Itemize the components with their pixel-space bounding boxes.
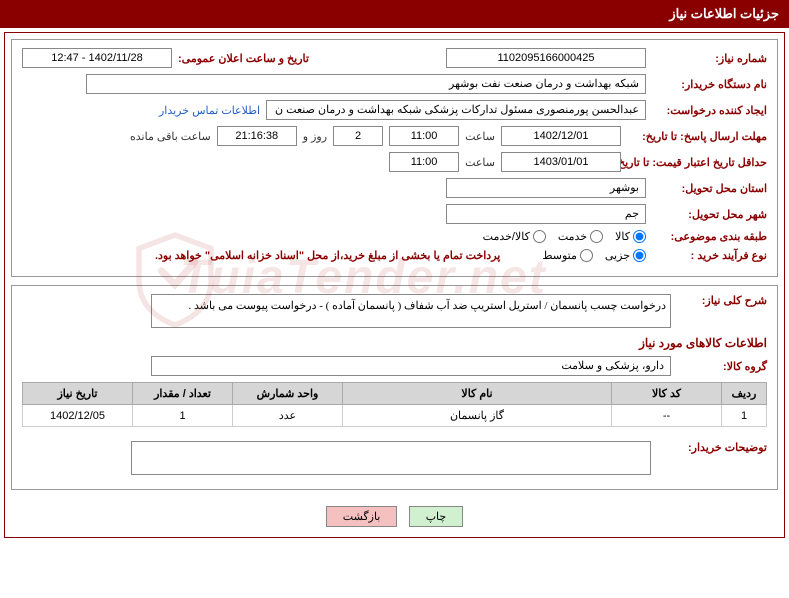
- time-label-1: ساعت: [465, 130, 495, 143]
- requester-field: عبدالحسن پورمنصوری مسئول تدارکات پزشکی ش…: [266, 100, 646, 120]
- category-radio-group: کالا خدمت کالا/خدمت: [483, 230, 646, 243]
- radio-medium-input[interactable]: [580, 249, 593, 262]
- radio-goods-input[interactable]: [633, 230, 646, 243]
- time-label-2: ساعت: [465, 156, 495, 169]
- panel-title: جزئیات اطلاعات نیاز: [669, 6, 779, 21]
- radio-service[interactable]: خدمت: [558, 230, 603, 243]
- announce-label: تاریخ و ساعت اعلان عمومی:: [178, 52, 309, 65]
- button-row: چاپ بازگشت: [11, 498, 778, 531]
- th-unit: واحد شمارش: [233, 383, 343, 405]
- group-field: دارو، پزشکی و سلامت: [151, 356, 671, 376]
- city-label: شهر محل تحویل:: [652, 208, 767, 221]
- print-button[interactable]: چاپ: [409, 506, 464, 527]
- payment-note: پرداخت تمام یا بخشی از مبلغ خرید،از محل …: [155, 249, 500, 262]
- contact-link[interactable]: اطلاعات تماس خریدار: [159, 104, 260, 117]
- table-row: 1 -- گاز پانسمان عدد 1 1402/12/05: [23, 405, 767, 427]
- need-number-field: 1102095166000425: [446, 48, 646, 68]
- requester-label: ایجاد کننده درخواست:: [652, 104, 767, 117]
- radio-both[interactable]: کالا/خدمت: [483, 230, 546, 243]
- validity-label: حداقل تاریخ اعتبار قیمت: تا تاریخ:: [627, 156, 767, 169]
- buyer-label: نام دستگاه خریدار:: [652, 78, 767, 91]
- panel-header: جزئیات اطلاعات نیاز: [0, 0, 789, 28]
- radio-both-input[interactable]: [533, 230, 546, 243]
- description-panel: شرح کلی نیاز: اطلاعات کالاهای مورد نیاز …: [11, 285, 778, 490]
- th-name: نام کالا: [343, 383, 612, 405]
- deadline-date-field: 1402/12/01: [501, 126, 621, 146]
- province-field: بوشهر: [446, 178, 646, 198]
- desc-title-label: شرح کلی نیاز:: [677, 294, 767, 307]
- validity-time-field: 11:00: [389, 152, 459, 172]
- category-label: طبقه بندی موضوعی:: [652, 230, 767, 243]
- province-label: استان محل تحویل:: [652, 182, 767, 195]
- goods-section-title: اطلاعات کالاهای مورد نیاز: [22, 336, 767, 350]
- buyer-notes-field[interactable]: [131, 441, 651, 475]
- deadline-time-field: 11:00: [389, 126, 459, 146]
- announce-field: 1402/11/28 - 12:47: [22, 48, 172, 68]
- radio-service-input[interactable]: [590, 230, 603, 243]
- cell-qty: 1: [133, 405, 233, 427]
- goods-table: ردیف کد کالا نام کالا واحد شمارش تعداد /…: [22, 382, 767, 427]
- radio-small[interactable]: جزیی: [605, 249, 646, 262]
- days-label: روز و: [303, 130, 327, 143]
- radio-small-input[interactable]: [633, 249, 646, 262]
- cell-name: گاز پانسمان: [343, 405, 612, 427]
- validity-date-field: 1403/01/01: [501, 152, 621, 172]
- back-button[interactable]: بازگشت: [326, 506, 398, 527]
- cell-code: --: [612, 405, 722, 427]
- cell-row: 1: [722, 405, 767, 427]
- th-date: تاریخ نیاز: [23, 383, 133, 405]
- city-field: جم: [446, 204, 646, 224]
- cell-unit: عدد: [233, 405, 343, 427]
- deadline-label: مهلت ارسال پاسخ: تا تاریخ:: [627, 130, 767, 143]
- radio-goods[interactable]: کالا: [615, 230, 646, 243]
- desc-title-text[interactable]: [151, 294, 671, 328]
- th-qty: تعداد / مقدار: [133, 383, 233, 405]
- radio-medium[interactable]: متوسط: [542, 249, 593, 262]
- cell-date: 1402/12/05: [23, 405, 133, 427]
- info-panel: شماره نیاز: 1102095166000425 تاریخ و ساع…: [11, 39, 778, 277]
- days-field: 2: [333, 126, 383, 146]
- th-row: ردیف: [722, 383, 767, 405]
- table-header-row: ردیف کد کالا نام کالا واحد شمارش تعداد /…: [23, 383, 767, 405]
- process-label: نوع فرآیند خرید :: [652, 249, 767, 262]
- buyer-field: شبکه بهداشت و درمان صنعت نفت بوشهر: [86, 74, 646, 94]
- process-radio-group: جزیی متوسط: [542, 249, 646, 262]
- buyer-notes-label: توضیحات خریدار:: [657, 441, 767, 454]
- main-frame: شماره نیاز: 1102095166000425 تاریخ و ساع…: [4, 32, 785, 538]
- group-label: گروه کالا:: [677, 360, 767, 373]
- need-number-label: شماره نیاز:: [652, 52, 767, 65]
- remain-label: ساعت باقی مانده: [130, 130, 211, 143]
- th-code: کد کالا: [612, 383, 722, 405]
- countdown-field: 21:16:38: [217, 126, 297, 146]
